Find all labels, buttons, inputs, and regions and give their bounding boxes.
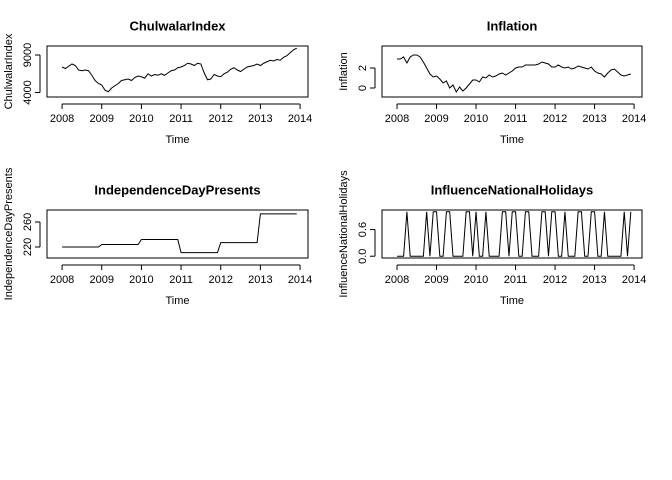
x-tick-label: 2010 [129, 274, 153, 286]
panel-title: InfluenceNationalHolidays [431, 182, 594, 197]
x-tick-label: 2011 [169, 113, 193, 125]
x-tick-label: 2013 [582, 113, 606, 125]
x-axis-label: Time [500, 134, 524, 146]
plot-frame [381, 45, 643, 98]
x-tick-label: 2013 [582, 274, 606, 286]
x-tick-label: 2011 [169, 274, 193, 286]
x-tick-label: 2009 [424, 274, 448, 286]
plot-frame [46, 209, 309, 259]
plot-frame [46, 45, 309, 98]
x-tick-label: 2011 [504, 113, 528, 125]
y-tick-label: 0.0 [357, 249, 369, 264]
y-axis-label: InfluenceNationalHolidays [338, 170, 350, 298]
x-tick-label: 2008 [385, 113, 409, 125]
panel-title: ChulwalarIndex [129, 18, 226, 33]
x-tick-label: 2012 [208, 113, 232, 125]
y-tick-label: 4000 [22, 80, 34, 104]
x-tick-label: 2009 [424, 113, 448, 125]
x-tick-label: 2014 [288, 274, 312, 286]
x-tick-label: 2012 [543, 274, 567, 286]
y-tick-label: 0.6 [357, 222, 369, 237]
x-tick-label: 2012 [543, 113, 567, 125]
x-tick-label: 2010 [129, 113, 153, 125]
y-tick-label: 260 [22, 213, 34, 231]
x-tick-label: 2008 [50, 274, 74, 286]
x-tick-label: 2009 [89, 113, 113, 125]
x-axis-label: Time [500, 295, 524, 307]
x-tick-label: 2011 [504, 274, 528, 286]
y-axis-label: Inflation [338, 52, 350, 91]
plot-frame [381, 209, 643, 259]
x-tick-label: 2012 [208, 274, 232, 286]
x-tick-label: 2013 [248, 113, 272, 125]
y-tick-label: 2 [357, 65, 369, 71]
y-tick-label: 0 [357, 85, 369, 91]
x-axis-label: Time [165, 134, 189, 146]
series-line [61, 47, 297, 93]
y-tick-label: 9000 [22, 43, 34, 67]
x-tick-label: 2008 [50, 113, 74, 125]
x-tick-label: 2014 [622, 113, 646, 125]
x-tick-label: 2014 [288, 113, 312, 125]
series-line [397, 54, 631, 94]
x-tick-label: 2008 [385, 274, 409, 286]
y-axis-label: IndependenceDayPresents [3, 167, 15, 300]
x-tick-label: 2013 [248, 274, 272, 286]
series-line [62, 213, 297, 254]
x-tick-label: 2010 [464, 113, 488, 125]
y-tick-label: 220 [22, 238, 34, 256]
y-axis-label: ChulwalarIndex [3, 33, 15, 109]
panel-title: IndependenceDayPresents [94, 182, 260, 197]
x-axis-label: Time [165, 295, 189, 307]
x-tick-label: 2009 [89, 274, 113, 286]
x-tick-label: 2014 [622, 274, 646, 286]
panel-title: Inflation [487, 18, 538, 33]
x-tick-label: 2010 [464, 274, 488, 286]
series-line [397, 211, 632, 257]
